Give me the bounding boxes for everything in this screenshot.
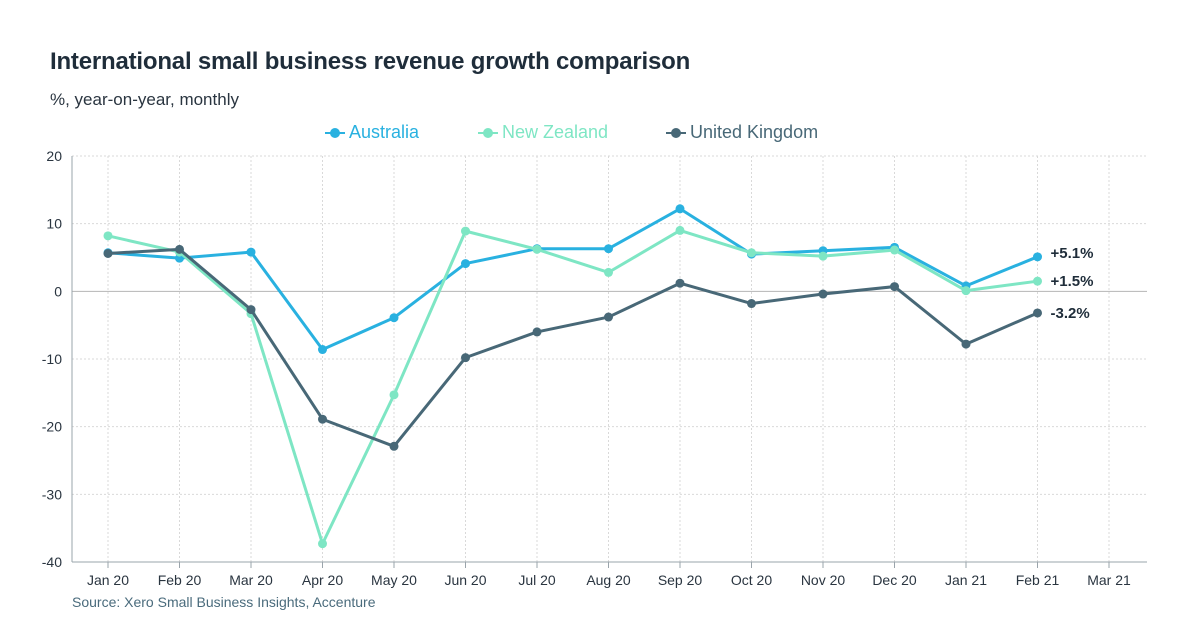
source-note: Source: Xero Small Business Insights, Ac… [72,594,376,610]
data-point-united-kingdom [175,244,184,254]
legend-label-australia: Australia [349,122,420,142]
data-point-australia [604,244,613,254]
x-tick-label: Nov 20 [801,572,846,588]
data-point-united-kingdom [961,339,971,349]
x-tick-label: Sep 20 [658,572,703,588]
legend-item-new-zealand: New Zealand [478,122,608,143]
legend-item-australia: Australia [325,122,419,143]
data-point-new-zealand [532,244,542,254]
legend-marker-australia [325,126,345,140]
end-label-new-zealand: +1.5% [1051,273,1094,290]
legend-marker-new-zealand [478,126,498,140]
y-tick-label: -20 [42,419,62,435]
x-tick-label: Apr 20 [302,572,343,588]
legend: Australia New Zealand United Kingdom [0,122,1200,148]
data-point-new-zealand [318,539,327,549]
data-point-australia [675,204,685,214]
data-point-united-kingdom [461,353,470,363]
legend-label-new-zealand: New Zealand [502,122,609,142]
data-point-australia [246,247,256,257]
x-tick-label: Jan 21 [945,572,987,588]
y-tick-label: -40 [42,554,62,570]
data-point-new-zealand [1033,276,1042,286]
data-point-new-zealand [747,248,756,258]
y-tick-label: -30 [42,486,62,502]
x-tick-label: Jan 20 [87,572,129,588]
end-label-united-kingdom: -3.2% [1051,305,1090,322]
data-point-united-kingdom [532,327,542,337]
data-point-united-kingdom [318,414,327,424]
data-point-australia [461,259,470,269]
x-tick-label: May 20 [371,572,417,588]
data-point-new-zealand [961,286,971,296]
data-point-new-zealand [604,267,613,277]
data-point-united-kingdom [103,248,113,258]
y-tick-label: 0 [54,283,62,299]
data-point-united-kingdom [1033,308,1042,318]
x-tick-label: Mar 20 [229,572,273,588]
chart-subtitle: %, year-on-year, monthly [50,90,239,109]
x-tick-label: Jun 20 [444,572,486,588]
data-point-new-zealand [675,225,685,235]
series-line-new-zealand [106,228,1039,546]
data-point-united-kingdom [675,278,685,288]
data-point-united-kingdom [246,305,256,315]
x-tick-label: Mar 21 [1087,572,1131,588]
y-tick-label: -10 [42,351,62,367]
x-tick-label: Aug 20 [586,572,631,588]
data-point-australia [318,345,327,355]
data-point-australia [389,313,399,323]
chart-title: International small business revenue gro… [50,48,691,75]
data-point-new-zealand [890,245,899,255]
series-line-australia [106,207,1039,352]
x-tick-label: Feb 20 [158,572,202,588]
series-line-united-kingdom [106,247,1039,448]
data-point-new-zealand [389,390,399,400]
legend-item-united-kingdom: United Kingdom [666,122,818,143]
data-point-australia [1033,252,1042,262]
data-point-united-kingdom [747,299,756,309]
data-point-new-zealand [103,231,113,241]
x-tick-label: Dec 20 [872,572,917,588]
x-tick-label: Oct 20 [731,572,772,588]
x-tick-label: Feb 21 [1016,572,1060,588]
legend-marker-united-kingdom [666,126,686,140]
y-tick-label: 20 [46,148,62,164]
data-point-united-kingdom [389,441,399,451]
x-tick-label: Jul 20 [518,572,556,588]
y-tick-label: 10 [46,216,62,232]
end-label-australia: +5.1% [1051,245,1094,262]
data-point-united-kingdom [890,282,899,292]
data-point-united-kingdom [604,312,613,322]
data-point-new-zealand [818,251,828,261]
data-point-united-kingdom [818,289,828,299]
data-point-new-zealand [461,226,470,236]
legend-label-united-kingdom: United Kingdom [690,122,819,142]
